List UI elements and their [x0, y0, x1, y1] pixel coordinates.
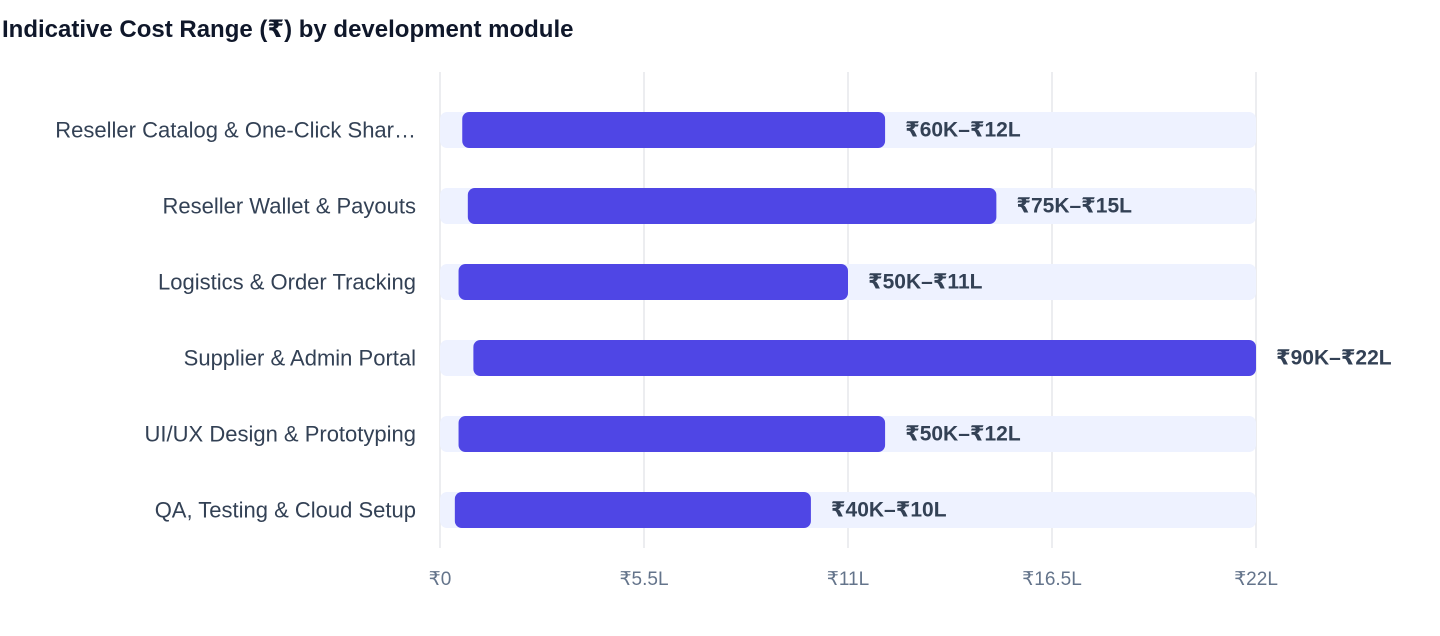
range-bar — [467, 188, 997, 224]
range-bar — [473, 340, 1256, 376]
x-tick-label: ₹11L — [827, 569, 869, 590]
x-tick-label: ₹16.5L — [1022, 569, 1082, 590]
category-label: Logistics & Order Tracking — [158, 270, 416, 295]
value-label: ₹40K–₹10L — [831, 499, 947, 522]
range-bar — [458, 264, 848, 300]
category-label: Supplier & Admin Portal — [184, 346, 416, 371]
grid-layer — [439, 72, 1257, 548]
bar-layer — [454, 112, 1256, 528]
x-tick-label: ₹5.5L — [619, 569, 668, 590]
tick-layer: ₹0 ₹5.5L ₹11L ₹16.5L ₹22L — [429, 569, 1278, 590]
range-bar — [458, 416, 886, 452]
range-bar — [454, 492, 811, 528]
range-bar — [462, 112, 886, 148]
x-tick-label: ₹0 — [429, 569, 452, 590]
category-label: UI/UX Design & Prototyping — [145, 422, 416, 447]
category-label: Reseller Wallet & Payouts — [162, 194, 416, 219]
value-label: ₹90K–₹22L — [1276, 347, 1392, 370]
category-label: Reseller Catalog & One-Click Shar… — [55, 118, 416, 143]
value-label: ₹75K–₹15L — [1016, 195, 1132, 218]
x-tick-label: ₹22L — [1234, 569, 1278, 590]
value-label: ₹60K–₹12L — [905, 119, 1021, 142]
value-label: ₹50K–₹11L — [868, 271, 983, 294]
value-label: ₹50K–₹12L — [905, 423, 1021, 446]
category-label: QA, Testing & Cloud Setup — [155, 498, 416, 523]
label-layer: Reseller Catalog & One-Click Shar… ₹60K–₹… — [55, 118, 1391, 523]
chart-title: Indicative Cost Range (₹) by development… — [2, 16, 574, 43]
